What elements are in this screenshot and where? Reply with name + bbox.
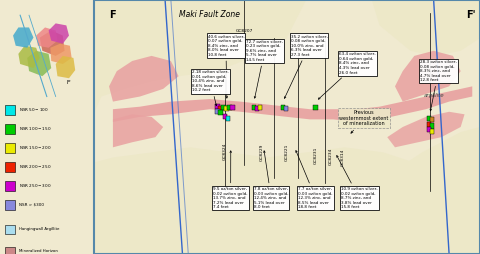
Polygon shape [384, 127, 480, 254]
Bar [218, 106, 223, 111]
Text: NSR > $300: NSR > $300 [19, 202, 44, 207]
Polygon shape [94, 0, 306, 114]
Text: 7.8 oz/ton silver,
0.03 oz/ton gold,
12.4% zinc, and
5.1% lead over
8.0 feet: 7.8 oz/ton silver, 0.03 oz/ton gold, 12.… [254, 151, 288, 209]
Bar [5, 105, 15, 115]
Text: GC8207: GC8207 [236, 29, 253, 33]
Polygon shape [50, 44, 72, 64]
Bar [218, 110, 223, 115]
Bar [5, 181, 15, 191]
Bar [255, 106, 259, 111]
Text: GC8231: GC8231 [314, 146, 318, 164]
Bar [427, 127, 432, 132]
Polygon shape [387, 112, 465, 147]
Bar [223, 114, 228, 119]
Text: Maki Fault Zone: Maki Fault Zone [179, 9, 240, 19]
Polygon shape [48, 23, 69, 44]
Text: 9.5 oz/ton silver,
0.02 oz/ton gold,
13.7% zinc, and
7.2% lead over
7.4 feet: 9.5 oz/ton silver, 0.02 oz/ton gold, 13.… [214, 151, 248, 209]
Bar [284, 106, 288, 111]
Bar [430, 129, 434, 134]
Polygon shape [27, 51, 51, 76]
Polygon shape [18, 46, 40, 68]
Text: NSR $200-$250: NSR $200-$250 [19, 163, 51, 170]
Text: Mineralized Horizon: Mineralized Horizon [19, 249, 58, 253]
Bar [5, 162, 15, 172]
Bar [5, 200, 15, 210]
Text: GC8229: GC8229 [260, 144, 264, 161]
Polygon shape [56, 56, 75, 78]
Text: Hangingwall Argillite: Hangingwall Argillite [19, 227, 59, 231]
Text: NSR $150-$200: NSR $150-$200 [19, 144, 51, 151]
Bar [252, 105, 256, 110]
Bar [313, 105, 318, 110]
Polygon shape [40, 30, 64, 56]
Text: 28.3 oz/ton silver,
0.08 oz/ton gold,
8.3% zinc, and
4.7% lead over
12.8 feet: 28.3 oz/ton silver, 0.08 oz/ton gold, 8.… [420, 60, 457, 111]
Bar [281, 105, 285, 110]
Polygon shape [36, 27, 58, 48]
Bar [5, 225, 15, 234]
Text: 2.18 oz/ton silver,
0.01 oz/ton gold,
10.4% zinc, and
8.6% lead over
10.2 feet: 2.18 oz/ton silver, 0.01 oz/ton gold, 10… [192, 70, 229, 106]
Polygon shape [94, 147, 480, 254]
Bar [430, 123, 434, 129]
Text: Previous
westernmost extent
of mineralization: Previous westernmost extent of mineraliz… [339, 110, 389, 133]
Bar [5, 247, 15, 254]
Text: 63.4 oz/ton silver,
0.64 oz/ton gold,
8.4% zinc, and
4.3% lead over
26.0 feet: 63.4 oz/ton silver, 0.64 oz/ton gold, 8.… [318, 52, 375, 99]
Text: F: F [109, 10, 116, 20]
Text: F': F' [66, 80, 71, 85]
Text: 40.6 oz/ton silver,
0.07 oz/ton gold,
8.4% zinc, and
8.0% lead over
10.8 feet: 40.6 oz/ton silver, 0.07 oz/ton gold, 8.… [207, 35, 244, 98]
Text: 72.7 oz/ton silver,
0.23 oz/ton gold,
9.6% zinc, and
5.7% lead over
14.5 feet: 72.7 oz/ton silver, 0.23 oz/ton gold, 9.… [246, 40, 283, 98]
Bar [258, 105, 263, 110]
Text: 7.7 oz/ton silver,
0.03 oz/ton gold,
12.3% zinc, and
8.5% lead over
18.8 feet: 7.7 oz/ton silver, 0.03 oz/ton gold, 12.… [296, 151, 333, 209]
Bar [215, 109, 219, 114]
Bar [5, 143, 15, 153]
Polygon shape [13, 27, 34, 48]
Polygon shape [395, 51, 461, 102]
Polygon shape [113, 86, 472, 122]
Bar [430, 117, 434, 122]
Polygon shape [372, 0, 480, 56]
Bar [215, 104, 219, 109]
Text: NSR $250-$300: NSR $250-$300 [19, 182, 51, 189]
Polygon shape [109, 56, 179, 102]
Text: NSR $50-$100: NSR $50-$100 [19, 106, 48, 113]
Text: F': F' [467, 10, 476, 20]
Text: GC8314: GC8314 [341, 149, 345, 166]
Bar [5, 124, 15, 134]
Bar [230, 105, 235, 110]
Bar [221, 105, 226, 110]
Text: 35.2 oz/ton silver,
0.08 oz/ton gold,
10.0% zinc, and
6.3% lead over
27.3 feet: 35.2 oz/ton silver, 0.08 oz/ton gold, 10… [284, 35, 327, 98]
Text: argillite: argillite [423, 92, 444, 98]
Text: GC8221: GC8221 [285, 144, 289, 161]
Bar [226, 116, 230, 121]
Text: 10.9 oz/ton silver,
0.02 oz/ton gold,
8.7% zinc, and
3.8% lead over
15.8 feet: 10.9 oz/ton silver, 0.02 oz/ton gold, 8.… [337, 155, 378, 209]
Bar [427, 116, 432, 121]
Text: NSR $100-$150: NSR $100-$150 [19, 125, 51, 132]
Bar [228, 105, 232, 110]
Polygon shape [113, 114, 163, 147]
Bar [427, 122, 432, 127]
Text: GC8324: GC8324 [223, 142, 227, 160]
Text: GC8234: GC8234 [329, 148, 333, 165]
Bar [224, 106, 229, 111]
